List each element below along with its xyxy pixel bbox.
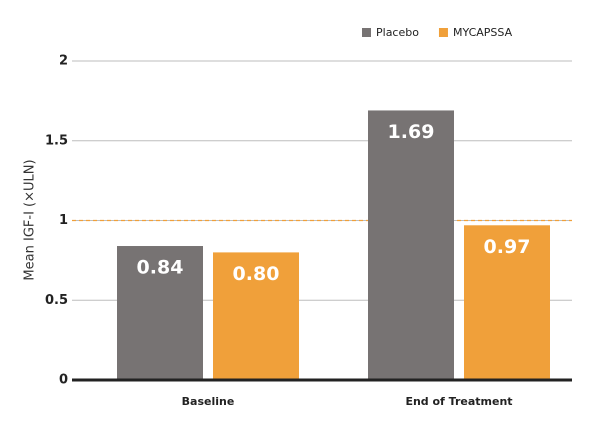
value-label: 0.97 bbox=[484, 236, 531, 258]
bar bbox=[117, 246, 203, 380]
y-axis-label: Mean IGF-I (×ULN) bbox=[23, 159, 38, 280]
value-label: 1.69 bbox=[388, 121, 435, 143]
y-tick-label: 0.5 bbox=[45, 293, 68, 308]
y-tick-label: 1 bbox=[59, 213, 68, 228]
bar bbox=[368, 110, 454, 380]
value-label: 0.80 bbox=[233, 263, 280, 285]
bar bbox=[464, 225, 550, 380]
legend-swatch bbox=[438, 28, 448, 37]
x-tick-label: End of Treatment bbox=[405, 395, 512, 408]
x-tick-label: Baseline bbox=[182, 395, 235, 408]
y-tick-label: 1.5 bbox=[45, 133, 68, 148]
legend-label: MYCAPSSA bbox=[453, 26, 513, 39]
y-tick-label: 2 bbox=[59, 54, 68, 69]
bar bbox=[213, 252, 299, 380]
y-tick-label: 0 bbox=[59, 373, 68, 388]
legend-swatch bbox=[362, 28, 371, 37]
legend-label: Placebo bbox=[376, 26, 419, 39]
value-label: 0.84 bbox=[137, 257, 184, 279]
